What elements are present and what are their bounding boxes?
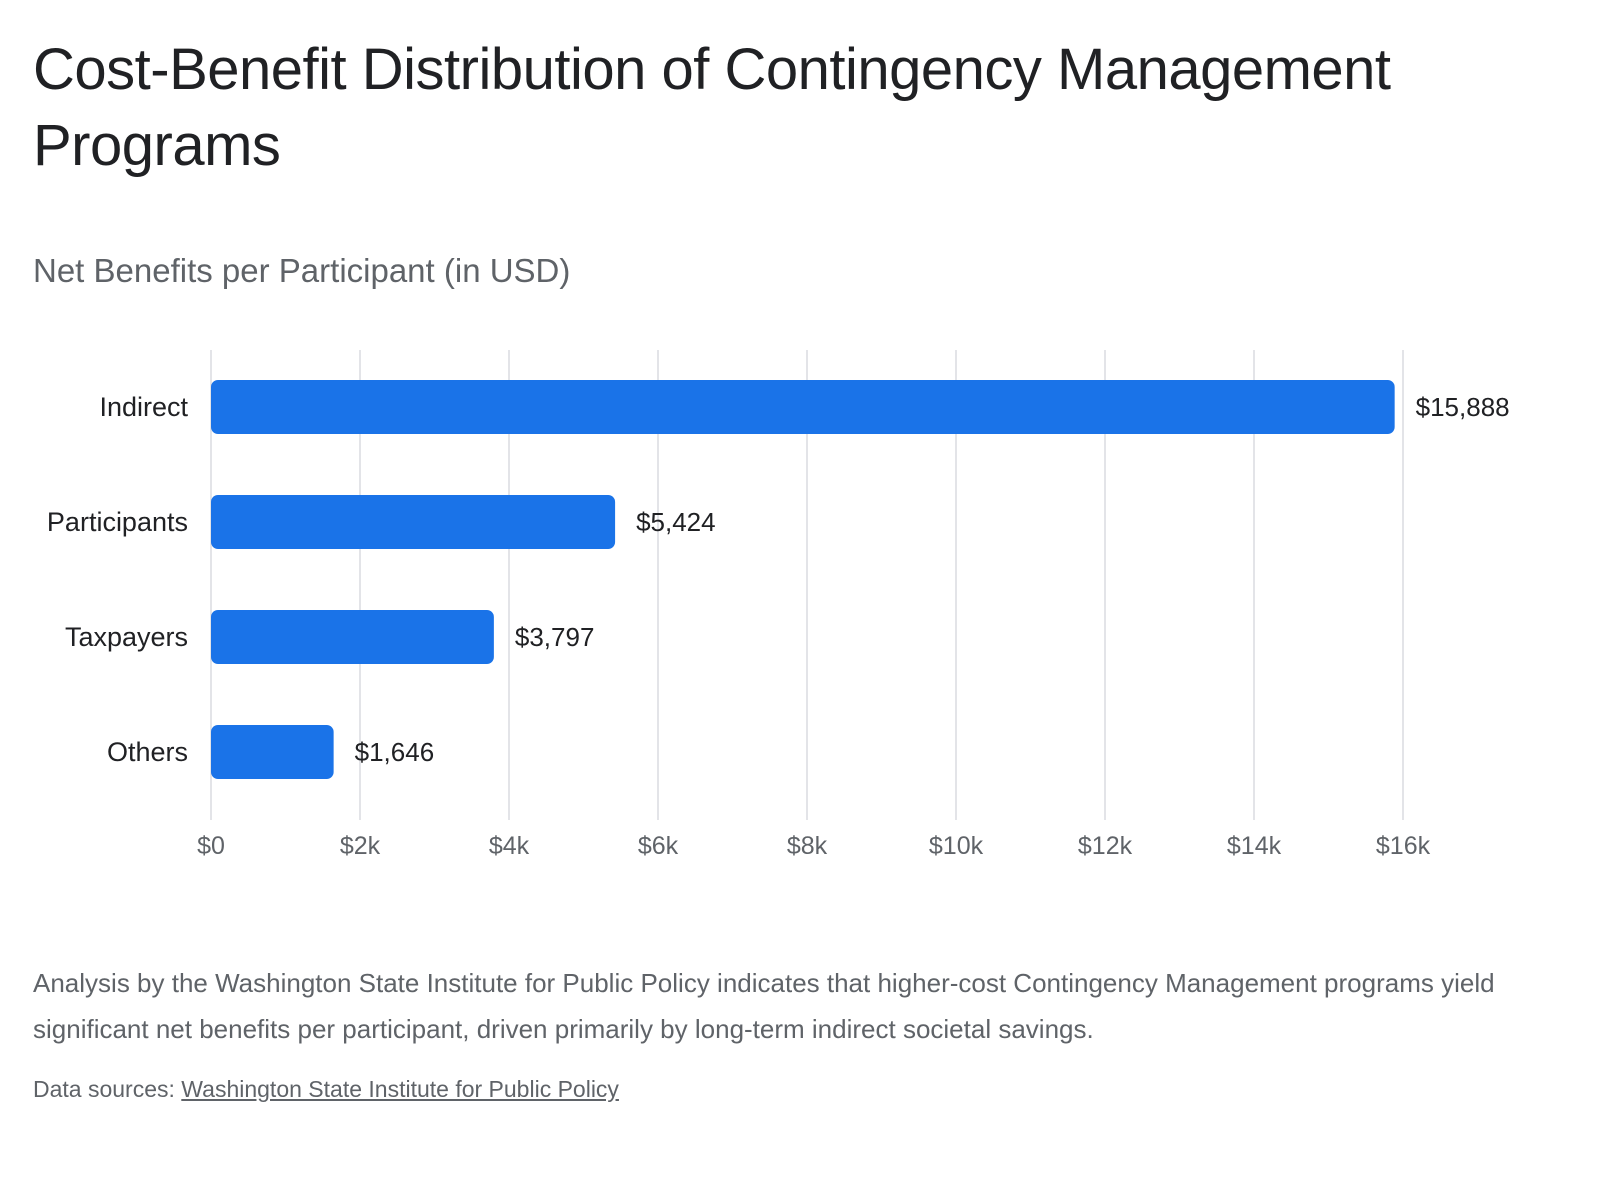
bar (211, 610, 494, 664)
labels: $0 $2k $4k $6k $8k $10k $12k $14k $16k Indirect $1… (47, 392, 1510, 860)
data-label: $15,888 (1416, 392, 1510, 422)
data-label: $5,424 (636, 507, 716, 537)
bar-chart: $0 $2k $4k $6k $8k $10k $12k $14k $16k Indirect $1… (47, 350, 1510, 860)
x-tick-label: $10k (929, 832, 984, 860)
chart-subtitle: Net Benefits per Participant (in USD) (33, 252, 571, 289)
x-tick-label: $16k (1376, 832, 1431, 860)
source-link[interactable]: Washington State Institute for Public Po… (181, 1076, 619, 1102)
category-label: Others (107, 737, 188, 767)
category-label: Taxpayers (65, 622, 188, 652)
bar (211, 495, 616, 549)
x-tick-label: $4k (489, 832, 530, 860)
data-label: $3,797 (515, 622, 595, 652)
x-tick-label: $8k (787, 832, 828, 860)
x-tick-label: $0 (197, 832, 225, 860)
sources-prefix: Data sources: (33, 1076, 182, 1102)
bars (211, 380, 1395, 779)
x-tick-label: $2k (340, 832, 381, 860)
x-tick-label: $12k (1078, 832, 1133, 860)
bar (211, 380, 1395, 434)
category-label: Participants (47, 507, 188, 537)
x-tick-label: $14k (1227, 832, 1282, 860)
bar (211, 725, 334, 779)
x-tick-label: $6k (638, 832, 679, 860)
chart-description: Analysis by the Washington State Institu… (33, 968, 1495, 1044)
data-sources: Data sources: Washington State Institute… (33, 1076, 619, 1103)
data-label: $1,646 (355, 737, 435, 767)
category-label: Indirect (99, 392, 188, 422)
chart-title: Cost-Benefit Distribution of Contingency… (33, 37, 1391, 178)
